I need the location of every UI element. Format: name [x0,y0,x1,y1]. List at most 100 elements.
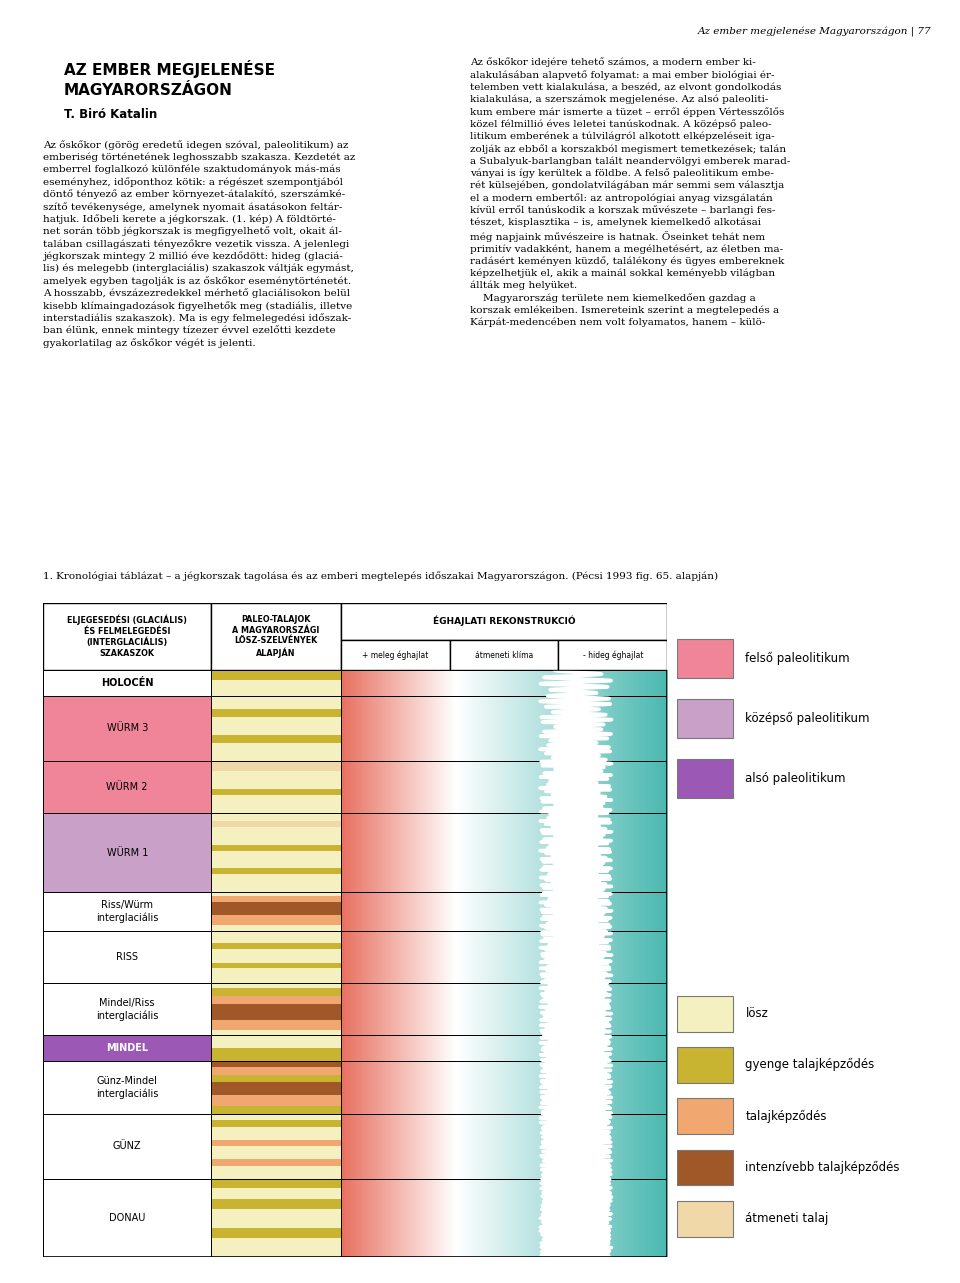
Bar [43,813,211,892]
Text: Günz-Mindel
interglaciális: Günz-Mindel interglaciális [96,1076,158,1100]
Bar [211,1035,341,1048]
Bar [211,1139,341,1146]
Bar [211,983,341,988]
Bar [43,1061,211,1114]
Bar [211,896,341,902]
Bar [341,1179,667,1257]
Text: intenzívebb talajképződés: intenzívebb talajképződés [746,1161,900,1174]
Text: felső paleolitikum: felső paleolitikum [746,652,851,665]
Bar [211,996,341,1005]
Bar [43,695,211,761]
Bar [211,892,341,896]
Bar [211,851,341,869]
Bar [341,761,667,813]
Text: WÜRM 3: WÜRM 3 [107,724,148,734]
Text: DONAU: DONAU [109,1214,145,1223]
Bar [677,758,732,798]
Bar [211,1048,341,1061]
Text: MAGYARORSZÁGON: MAGYARORSZÁGON [63,83,232,98]
Bar [211,709,341,717]
Text: Az őskőkor idejére tehető számos, a modern ember ki-
alakulásában alapvető folya: Az őskőkor idejére tehető számos, a mode… [470,58,791,327]
Bar [211,1083,341,1096]
Text: - hideg éghajlat: - hideg éghajlat [583,650,643,659]
Bar [677,639,732,679]
Bar [211,680,341,695]
Bar [211,821,341,828]
Bar [211,1179,341,1257]
Bar [211,813,341,821]
Text: talajképződés: talajképződés [746,1110,827,1123]
Bar [341,670,667,695]
Bar [559,640,667,670]
Bar [211,1126,341,1139]
Bar [211,789,341,795]
Bar [211,1166,341,1179]
Text: T. Biró Katalin: T. Biró Katalin [63,108,156,121]
Text: Riss/Würm
interglaciális: Riss/Würm interglaciális [96,899,158,922]
Bar [211,1179,341,1188]
Bar [211,983,341,1035]
Bar [211,1061,341,1066]
Text: GÜNZ: GÜNZ [113,1142,141,1151]
Bar [43,603,211,670]
Bar [211,988,341,996]
Bar [211,695,341,761]
Bar [211,1146,341,1160]
Bar [43,931,211,983]
Bar [211,1238,341,1257]
Bar [43,670,211,695]
Bar [211,1035,341,1061]
Bar [211,735,341,743]
Bar [211,931,341,983]
Bar [211,1188,341,1200]
Bar [211,761,341,813]
Bar [43,983,211,1035]
Bar [211,1114,341,1120]
Text: gyenge talajképződés: gyenge talajképződés [746,1058,875,1071]
Bar [211,931,341,943]
Bar [211,795,341,813]
Bar [211,813,341,892]
Bar [677,1201,732,1237]
Text: ÉGHAJLATI REKONSTRUKCIÓ: ÉGHAJLATI REKONSTRUKCIÓ [433,616,575,626]
Bar [211,828,341,844]
Bar [211,1106,341,1114]
Bar [341,1114,667,1179]
Bar [341,813,667,892]
Bar [211,844,341,851]
Text: WÜRM 1: WÜRM 1 [107,848,148,857]
Text: Az ember megjelenése Magyarországon | 77: Az ember megjelenése Magyarországon | 77 [698,27,931,37]
Bar [677,996,732,1032]
Bar [449,640,559,670]
Bar [341,1061,667,1114]
Text: Mindel/Riss
interglaciális: Mindel/Riss interglaciális [96,998,158,1021]
Bar [211,1096,341,1106]
Bar [211,1160,341,1166]
Text: WÜRM 2: WÜRM 2 [107,783,148,792]
Bar [211,761,341,771]
Bar [211,1075,341,1083]
Bar [211,1114,341,1179]
Bar [677,699,732,738]
Bar [43,761,211,813]
Text: RISS: RISS [116,952,138,962]
Bar [211,1120,341,1126]
Bar [211,717,341,735]
Bar [211,892,341,931]
Text: MINDEL: MINDEL [107,1043,148,1053]
Text: AZ EMBER MEGJELENÉSE: AZ EMBER MEGJELENÉSE [63,60,275,78]
Bar [211,925,341,931]
Bar [211,1066,341,1075]
Bar [211,1030,341,1035]
Bar [211,743,341,761]
Bar [211,948,341,964]
Text: lösz: lösz [746,1007,768,1020]
Bar [341,892,667,931]
Bar [341,603,667,640]
Bar [211,771,341,789]
Bar [341,931,667,983]
Bar [677,1150,732,1185]
Bar [211,1209,341,1228]
Bar [677,1047,732,1083]
Bar [211,869,341,875]
